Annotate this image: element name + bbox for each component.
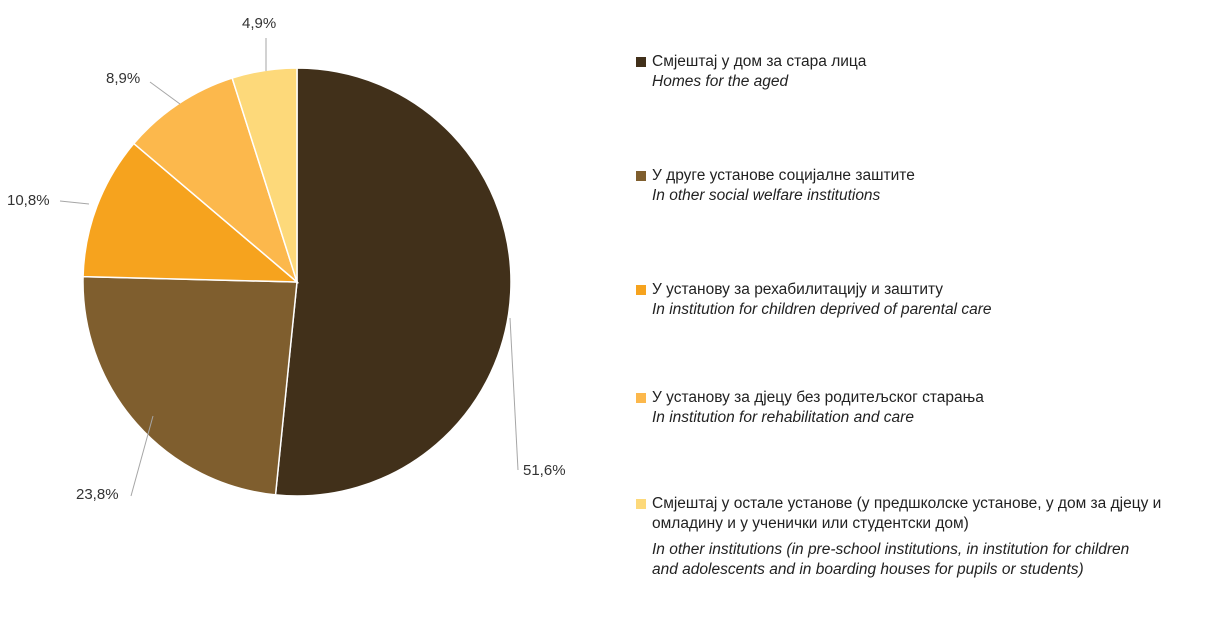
legend-item-other-social-welfare: У друге установе социјалне заштите In ot… <box>636 166 1226 206</box>
legend-label-en: In institution for rehabilitation and ca… <box>652 409 914 426</box>
leader-lines <box>59 38 519 497</box>
legend-item-other-institutions: Смјештај у остале установе (у предшколск… <box>636 494 1226 580</box>
pct-label-rehabilitation: 10,8% <box>7 192 50 209</box>
pie-slices <box>82 67 512 497</box>
legend-item-children-without-parental-care: У установу за дјецу без родитељског стар… <box>636 388 1226 428</box>
pct-label-other-social-welfare: 23,8% <box>76 486 119 503</box>
legend-label-en: In institution for children deprived of … <box>652 301 992 318</box>
leader-line-other-social-welfare <box>130 415 154 497</box>
pie-slice-homes-for-aged <box>274 67 512 497</box>
legend-swatch <box>636 57 646 67</box>
leader-line-rehabilitation <box>59 200 90 205</box>
legend-swatch <box>636 285 646 295</box>
legend-label: У друге установе социјалне заштите <box>652 167 915 184</box>
legend-swatch <box>636 499 646 509</box>
pie-slice-other-social-welfare <box>82 275 298 496</box>
legend-label: У установу за дјецу без родитељског стар… <box>652 389 984 406</box>
legend-label: Смјештај у дом за стара лица <box>652 53 867 70</box>
pct-label-other-institutions: 4,9% <box>242 15 277 32</box>
legend-label: У установу за рехабилитацију и заштиту <box>652 281 944 298</box>
pie-slice-children-without-parental-care <box>132 77 299 285</box>
pie-slice-rehabilitation <box>82 142 300 283</box>
pie-slice-other-institutions <box>231 67 298 283</box>
legend-label-en: In other institutions (in pre-school ins… <box>652 541 1130 578</box>
legend-item-homes-for-aged: Смјештај у дом за стара лица Homes for t… <box>636 52 1226 92</box>
legend-label-en: Homes for the aged <box>652 73 789 90</box>
leader-line-homes-for-aged <box>509 317 519 471</box>
legend-label-en: In other social welfare institutions <box>652 187 881 204</box>
pct-label-children-without-parental-care: 8,9% <box>106 70 141 87</box>
legend-item-rehabilitation: У установу за рехабилитацију и заштиту I… <box>636 280 1226 320</box>
leader-line-children-without-parental-care <box>149 81 181 105</box>
pct-label-homes-for-aged: 51,6% <box>523 462 566 479</box>
legend-label: Смјештај у остале установе (у предшколск… <box>652 495 1162 532</box>
legend-swatch <box>636 393 646 403</box>
legend-swatch <box>636 171 646 181</box>
